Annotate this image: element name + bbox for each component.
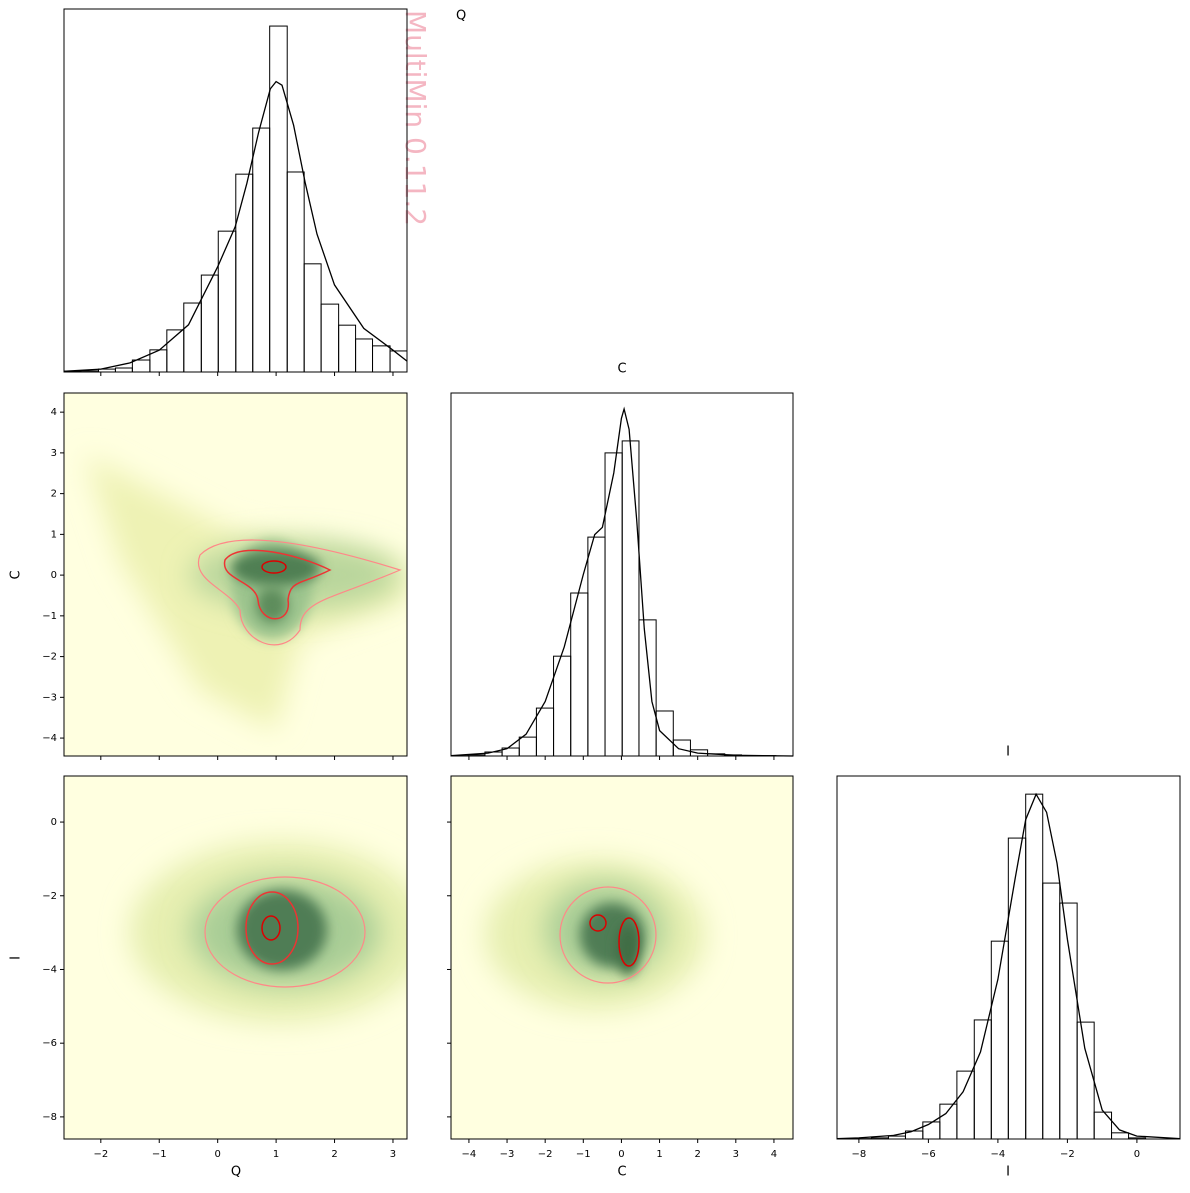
histogram-bar [1112,1133,1129,1139]
histogram-bar [1008,838,1025,1139]
watermark: MultiMin 0.11.2 [399,10,432,226]
histogram-bar [957,1071,974,1139]
x-tick-label: −4 [991,1149,1006,1160]
histogram-bar [321,304,339,372]
histogram-bar [1077,1022,1094,1139]
histogram-bar [1094,1112,1111,1139]
y-tick-label: 3 [51,448,57,459]
histogram-bar [356,339,373,372]
y-tick-label: 4 [51,407,57,418]
y-tick-label: −2 [42,652,57,663]
histogram-bar [236,174,253,372]
x-tick-label: 1 [656,1149,662,1160]
y-tick-label: 0 [51,817,57,828]
y-tick-label: −4 [42,733,57,744]
x-tick-label: −3 [500,1149,515,1160]
y-tick-label: −1 [42,611,57,622]
histogram-bar [184,303,202,372]
histogram-bar [622,441,639,756]
histogram-bar [923,1122,940,1139]
y-tick-label: 0 [51,570,57,581]
histogram-bar [571,593,588,756]
x-axis-label: I [1006,1165,1010,1180]
y-tick-label: −2 [42,891,57,902]
x-tick-label: 3 [390,1149,396,1160]
y-tick-label: −8 [42,1112,57,1123]
panel-title: Q [456,9,466,24]
histogram-bar [201,275,218,372]
x-tick-label: 0 [214,1149,220,1160]
density-image [64,776,430,1139]
histogram-bar [1026,794,1043,1139]
x-tick-label: 2 [694,1149,700,1160]
x-tick-label: 4 [771,1149,777,1160]
x-tick-label: −2 [93,1149,108,1160]
density-image [64,393,407,756]
x-tick-label: −2 [538,1149,553,1160]
histogram-bar [270,26,288,372]
histogram-bar [588,537,605,756]
y-axis-label: I [9,956,24,960]
histogram-bar [339,325,356,372]
histogram-bar [304,264,321,372]
density-image [451,776,793,1139]
x-tick-label: −6 [921,1149,936,1160]
y-tick-label: 1 [51,529,57,540]
histogram-bar [253,128,270,372]
y-tick-label: 2 [51,489,57,500]
x-axis-label: Q [231,1165,241,1180]
histogram-bar [287,172,304,372]
x-axis-label: C [617,1165,626,1180]
histogram-bar [218,231,236,372]
histogram-bar [373,346,391,372]
y-tick-label: −4 [42,964,57,975]
histogram-bar [536,708,553,756]
histogram-bar [519,737,536,756]
histogram-bar [132,360,150,372]
x-tick-label: −8 [852,1149,867,1160]
histogram-bar [673,740,690,756]
x-tick-label: 0 [1134,1149,1140,1160]
histogram-bar [1060,903,1077,1139]
x-tick-label: 2 [331,1149,337,1160]
y-tick-label: −3 [42,692,57,703]
x-tick-label: 1 [273,1149,279,1160]
histogram-bar [1043,883,1060,1139]
x-tick-label: −2 [1060,1149,1075,1160]
panel-title: C [617,362,626,377]
x-tick-label: −1 [152,1149,167,1160]
x-tick-label: −1 [576,1149,591,1160]
y-axis-label: C [9,570,24,579]
x-tick-label: 3 [733,1149,739,1160]
x-tick-label: −4 [462,1149,477,1160]
histogram-bar [115,368,132,372]
x-tick-label: 0 [618,1149,624,1160]
histogram-bar [974,1020,991,1139]
histogram-bar [639,620,656,756]
histogram-bar [605,453,622,756]
panel-title: I [1006,745,1010,760]
histogram-bar [656,711,673,756]
y-tick-label: −6 [42,1038,57,1049]
